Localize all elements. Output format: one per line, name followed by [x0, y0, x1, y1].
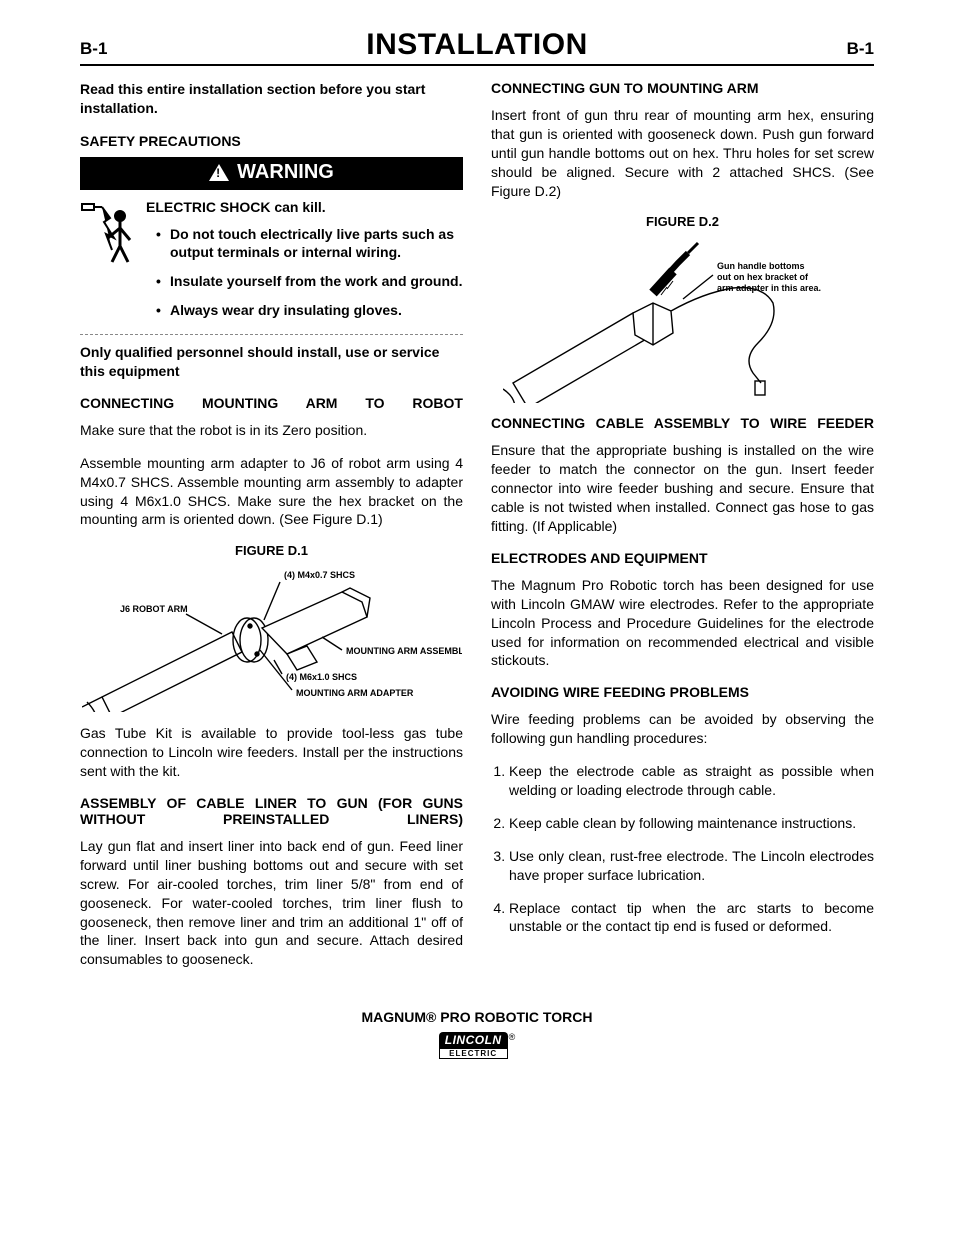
step-item: Keep cable clean by following maintenanc…	[509, 814, 874, 833]
sec2-p1: Lay gun flat and insert liner into back …	[80, 837, 463, 969]
warning-label: WARNING	[237, 161, 334, 184]
qualified-text: Only qualified personnel should install,…	[80, 343, 463, 381]
sec5-p1: The Magnum Pro Robotic torch has been de…	[491, 576, 874, 670]
fig1-label-c: MOUNTING ARM ASSEMBLY	[346, 646, 462, 656]
step-item: Keep the electrode cable as straight as …	[509, 762, 874, 800]
sec5-heading: ELECTRODES AND EQUIPMENT	[491, 550, 874, 566]
product-name: MAGNUM® PRO ROBOTIC TORCH	[80, 1009, 874, 1025]
shock-item: Insulate yourself from the work and grou…	[156, 272, 463, 291]
safety-heading: SAFETY PRECAUTIONS	[80, 132, 463, 151]
step-item: Use only clean, rust-free electrode. The…	[509, 847, 874, 885]
figure-d1-caption: FIGURE D.1	[80, 543, 463, 558]
warning-bar: WARNING	[80, 157, 463, 190]
sec3-heading: CONNECTING GUN TO MOUNTING ARM	[491, 80, 874, 96]
sec4-p1: Ensure that the appropriate bushing is i…	[491, 441, 874, 535]
right-column: CONNECTING GUN TO MOUNTING ARM Insert fr…	[491, 80, 874, 983]
registered-icon: ®	[509, 1032, 516, 1042]
figure-d2-caption: FIGURE D.2	[491, 214, 874, 229]
electric-shock-icon	[80, 198, 136, 283]
figure-d2: Gun handle bottoms out on hex bracket of…	[503, 233, 863, 403]
fig2-label-l1: Gun handle bottoms out on hex bracket of…	[717, 261, 821, 293]
left-column: Read this entire installation section be…	[80, 80, 463, 983]
sec1-p3: Gas Tube Kit is available to provide too…	[80, 724, 463, 781]
intro-text: Read this entire installation section be…	[80, 80, 463, 118]
page-header: B-1 INSTALLATION B-1	[80, 28, 874, 66]
sec2-heading: ASSEMBLY OF CABLE LINER TO GUN (FOR GUNS…	[80, 795, 463, 827]
sec3-p1: Insert front of gun thru rear of mountin…	[491, 106, 874, 200]
sec1-heading: CONNECTING MOUNTING ARM TO ROBOT	[80, 395, 463, 411]
shock-list: Do not touch electrically live parts suc…	[146, 225, 463, 321]
fig1-label-a: (4) M4x0.7 SHCS	[284, 570, 355, 580]
shock-heading: ELECTRIC SHOCK can kill.	[146, 198, 463, 217]
logo-brand-top: LINCOLN	[439, 1032, 508, 1048]
divider	[80, 334, 463, 335]
fig1-label-b: J6 ROBOT ARM	[120, 604, 188, 614]
fig1-label-d: (4) M6x1.0 SHCS	[286, 672, 357, 682]
sec4-heading: CONNECTING CABLE ASSEMBLY TO WIRE FEEDER	[491, 415, 874, 431]
figure-d1: (4) M4x0.7 SHCS J6 ROBOT ARM MOUNTING AR…	[82, 562, 462, 712]
page-number-left: B-1	[80, 39, 120, 59]
content-columns: Read this entire installation section be…	[80, 80, 874, 983]
step-item: Replace contact tip when the arc starts …	[509, 899, 874, 937]
shock-item: Do not touch electrically live parts suc…	[156, 225, 463, 263]
logo-brand-bottom: ELECTRIC	[439, 1048, 508, 1059]
shock-block: ELECTRIC SHOCK can kill. Do not touch el…	[80, 198, 463, 330]
sec6-list: Keep the electrode cable as straight as …	[491, 762, 874, 936]
sec6-heading: AVOIDING WIRE FEEDING PROBLEMS	[491, 684, 874, 700]
page-title: INSTALLATION	[120, 28, 834, 62]
warning-triangle-icon	[209, 164, 229, 181]
shock-body: ELECTRIC SHOCK can kill. Do not touch el…	[146, 198, 463, 330]
page-footer: MAGNUM® PRO ROBOTIC TORCH LINCOLN ELECTR…	[80, 1009, 874, 1059]
page-number-right: B-1	[834, 39, 874, 59]
sec6-p1: Wire feeding problems can be avoided by …	[491, 710, 874, 748]
fig1-label-e: MOUNTING ARM ADAPTER	[296, 688, 414, 698]
shock-item: Always wear dry insulating gloves.	[156, 301, 463, 320]
lincoln-logo: LINCOLN ELECTRIC ®	[439, 1032, 515, 1059]
sec1-p1: Make sure that the robot is in its Zero …	[80, 421, 463, 440]
sec1-p2: Assemble mounting arm adapter to J6 of r…	[80, 454, 463, 530]
